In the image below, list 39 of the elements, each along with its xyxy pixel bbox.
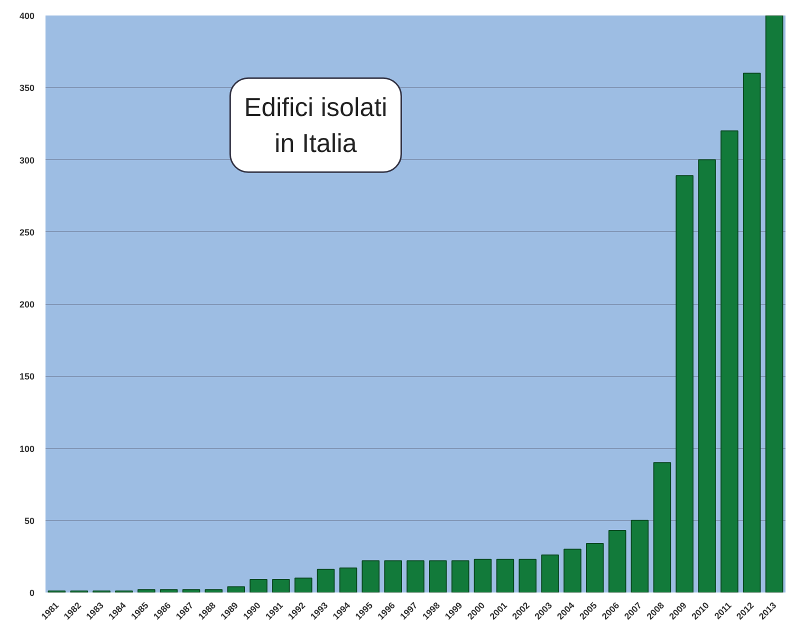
bar bbox=[227, 586, 246, 592]
bar bbox=[294, 578, 312, 592]
bar bbox=[451, 560, 470, 592]
bar bbox=[429, 560, 447, 592]
bar bbox=[698, 159, 716, 592]
bar bbox=[630, 520, 649, 592]
bar bbox=[720, 130, 738, 592]
y-tick-label: 0 bbox=[29, 588, 35, 598]
bar bbox=[204, 589, 223, 592]
y-tick-label: 300 bbox=[19, 155, 35, 166]
bar bbox=[742, 72, 761, 592]
y-tick-label: 350 bbox=[19, 83, 35, 94]
bar bbox=[160, 589, 178, 592]
bar bbox=[138, 589, 156, 592]
y-tick-label: 150 bbox=[19, 372, 35, 382]
annotation: Edifici isolati in Italia bbox=[244, 92, 388, 158]
y-tick-label: 400 bbox=[19, 11, 35, 21]
y-tick-label: 250 bbox=[19, 227, 35, 238]
bar bbox=[250, 579, 268, 592]
bar bbox=[541, 554, 559, 592]
y-tick-label: 50 bbox=[24, 516, 35, 526]
bar bbox=[564, 548, 582, 592]
bar bbox=[586, 542, 604, 592]
bar bbox=[608, 530, 626, 592]
bar bbox=[406, 560, 424, 592]
bar bbox=[182, 589, 200, 592]
bar bbox=[339, 567, 358, 592]
bar bbox=[316, 568, 335, 592]
bar bbox=[272, 579, 290, 592]
bar bbox=[518, 558, 537, 592]
bar bbox=[384, 560, 402, 592]
y-tick-label: 200 bbox=[19, 300, 35, 310]
bar bbox=[496, 558, 514, 592]
bar bbox=[653, 462, 672, 592]
bar bbox=[765, 16, 784, 592]
y-tick-label: 100 bbox=[19, 444, 35, 454]
bar bbox=[474, 558, 492, 592]
bar bbox=[676, 175, 694, 592]
bar bbox=[362, 560, 380, 592]
